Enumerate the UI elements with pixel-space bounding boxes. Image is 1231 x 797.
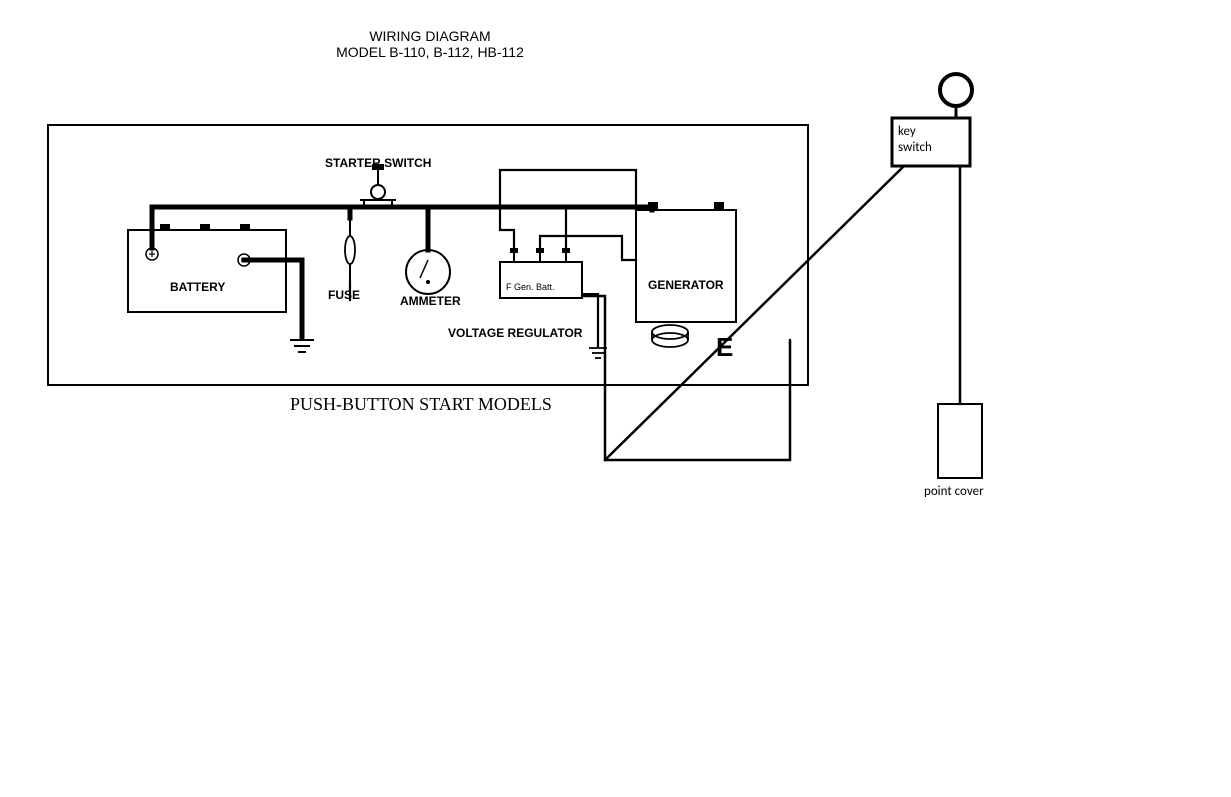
point-cover-box: [938, 404, 982, 478]
fuse: [345, 218, 355, 282]
starter-switch: [360, 164, 396, 207]
e-mark: E: [716, 332, 733, 363]
generator: [636, 202, 736, 347]
fuse-label: FUSE: [328, 288, 360, 302]
diagram-subtitle: PUSH-BUTTON START MODELS: [290, 394, 552, 415]
ammeter: [406, 250, 450, 294]
generator-label: GENERATOR: [648, 278, 724, 292]
battery-cap: [160, 224, 170, 230]
regulator-terminal-labels: F Gen. Batt.: [506, 282, 555, 292]
battery-label: BATTERY: [170, 280, 225, 294]
ammeter-label: AMMETER: [400, 294, 461, 308]
key-switch-knob: [940, 74, 972, 106]
wiring-diagram-svg: [0, 0, 1231, 797]
main-wiring: [152, 207, 652, 338]
starter-switch-label: STARTER SWITCH: [325, 156, 431, 170]
voltage-regulator-label: VOLTAGE REGULATOR: [448, 326, 582, 340]
key-switch-label: key switch: [898, 124, 932, 155]
battery-cap: [240, 224, 250, 230]
thin-wiring: [350, 170, 636, 346]
point-cover-label: point cover: [924, 484, 984, 500]
battery-cap: [200, 224, 210, 230]
ground-symbol-battery: [290, 340, 314, 352]
